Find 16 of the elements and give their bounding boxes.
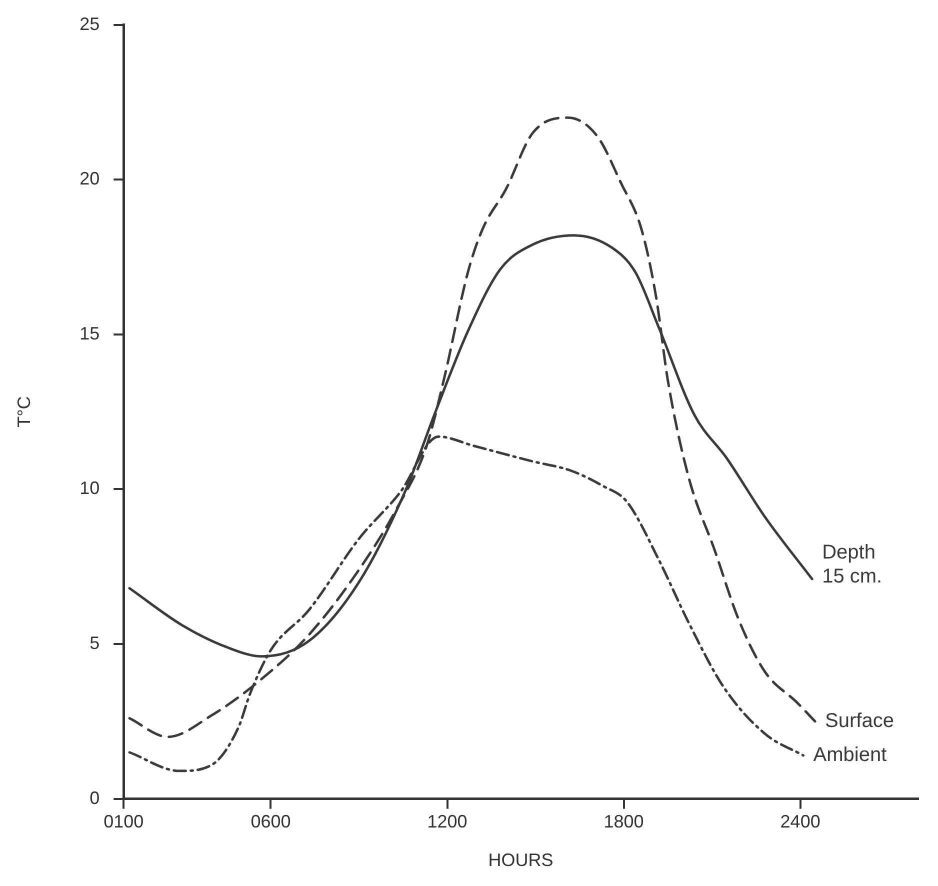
y-tick-label: 5 bbox=[90, 632, 100, 653]
x-axis-title: HOURS bbox=[488, 850, 554, 870]
series-label: Ambient bbox=[813, 744, 888, 766]
y-tick-label: 20 bbox=[80, 168, 100, 189]
x-tick-label: 2400 bbox=[780, 812, 820, 832]
y-tick-label: 15 bbox=[80, 323, 100, 344]
x-tick-label: 1200 bbox=[427, 812, 468, 832]
series-label: Depth 15 cm. bbox=[822, 542, 882, 588]
x-tick-label: 0100 bbox=[104, 812, 144, 832]
series-label: Surface bbox=[825, 710, 894, 732]
y-tick-label: 0 bbox=[90, 788, 100, 808]
y-tick-label: 25 bbox=[80, 14, 100, 34]
y-tick-label: 10 bbox=[80, 478, 100, 498]
y-axis-title: T°C bbox=[14, 396, 34, 428]
x-tick-label: 0600 bbox=[250, 812, 291, 832]
x-tick-label: 1800 bbox=[604, 812, 644, 832]
